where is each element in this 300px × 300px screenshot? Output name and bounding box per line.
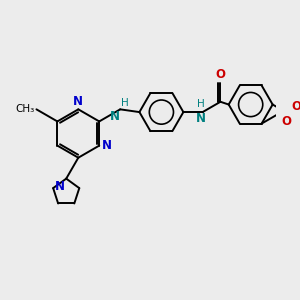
Text: N: N — [110, 110, 120, 123]
Text: N: N — [196, 112, 206, 125]
Text: H: H — [121, 98, 128, 108]
Text: O: O — [282, 115, 292, 128]
Text: H: H — [197, 99, 205, 109]
Text: O: O — [292, 100, 300, 112]
Text: N: N — [101, 139, 111, 152]
Text: O: O — [215, 68, 226, 81]
Text: N: N — [73, 95, 83, 108]
Text: N: N — [55, 180, 65, 193]
Text: CH₃: CH₃ — [15, 104, 34, 114]
